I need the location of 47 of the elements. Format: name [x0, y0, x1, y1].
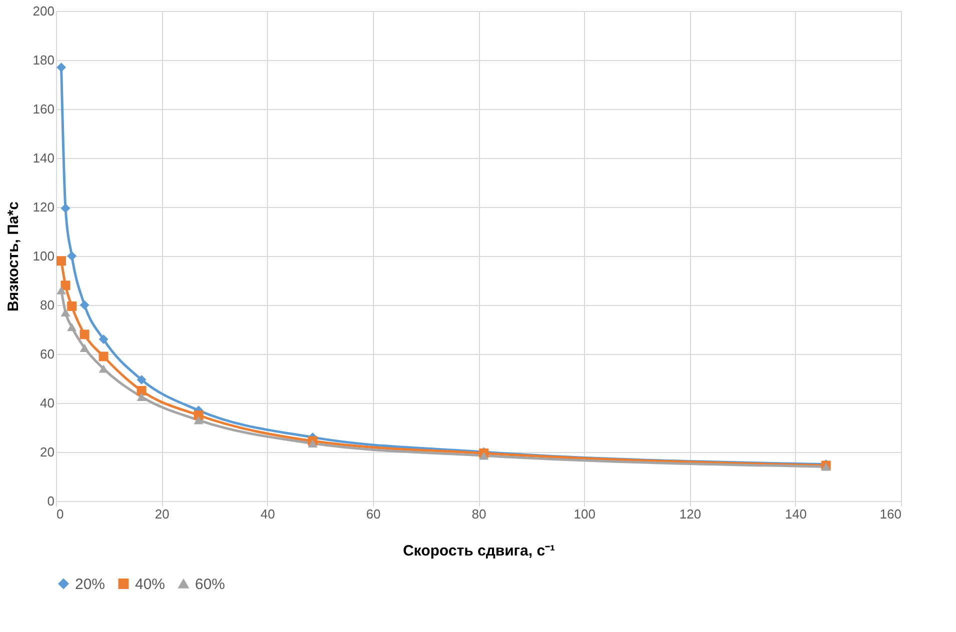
- y-tick-label: 20: [40, 444, 54, 460]
- point: [56, 286, 66, 294]
- point: [136, 374, 146, 384]
- point: [56, 256, 66, 266]
- point: [67, 251, 77, 261]
- x-tick-label: 60: [366, 506, 381, 522]
- point: [98, 352, 108, 362]
- x-tick-label: 0: [56, 506, 64, 522]
- x-tick-label: 40: [260, 506, 275, 522]
- y-tick-label: 60: [40, 346, 54, 362]
- y-tick-label: 160: [32, 102, 54, 116]
- point: [136, 392, 146, 401]
- y-tick-label: 100: [32, 248, 54, 264]
- point: [80, 330, 90, 340]
- y-axis-title: Вязкость, Па*с: [4, 202, 22, 312]
- y-tick-label: 40: [40, 396, 54, 410]
- point: [194, 410, 204, 420]
- x-tick-label: 100: [574, 506, 596, 522]
- point: [60, 280, 70, 290]
- y-tick-label: 0: [47, 494, 54, 508]
- x-axis-title: Скорость сдвига, с⁻¹: [402, 542, 556, 560]
- point: [479, 452, 489, 460]
- x-tick-label: 160: [880, 506, 902, 522]
- y-tick-label: 140: [32, 150, 54, 166]
- point: [80, 344, 90, 352]
- point: [80, 300, 90, 310]
- y-tick-label: 120: [32, 200, 54, 214]
- point: [308, 439, 318, 448]
- legend-label: 40%: [135, 576, 166, 593]
- point: [98, 364, 108, 373]
- point: [56, 62, 66, 72]
- x-tick-label: 140: [785, 506, 807, 522]
- point: [67, 322, 77, 332]
- legend-label: 60%: [195, 576, 226, 593]
- point: [98, 334, 108, 344]
- point: [194, 416, 204, 424]
- legend-label: 20%: [75, 576, 106, 593]
- x-tick-label: 20: [154, 506, 170, 522]
- y-tick-label: 180: [32, 52, 54, 68]
- point: [60, 203, 70, 213]
- x-tick-label: 120: [679, 506, 702, 522]
- point: [136, 386, 146, 396]
- point: [67, 301, 77, 311]
- point: [60, 308, 70, 316]
- y-tick-label: 80: [40, 298, 54, 312]
- x-tick-label: 80: [472, 506, 486, 522]
- y-tick-label: 200: [32, 4, 54, 18]
